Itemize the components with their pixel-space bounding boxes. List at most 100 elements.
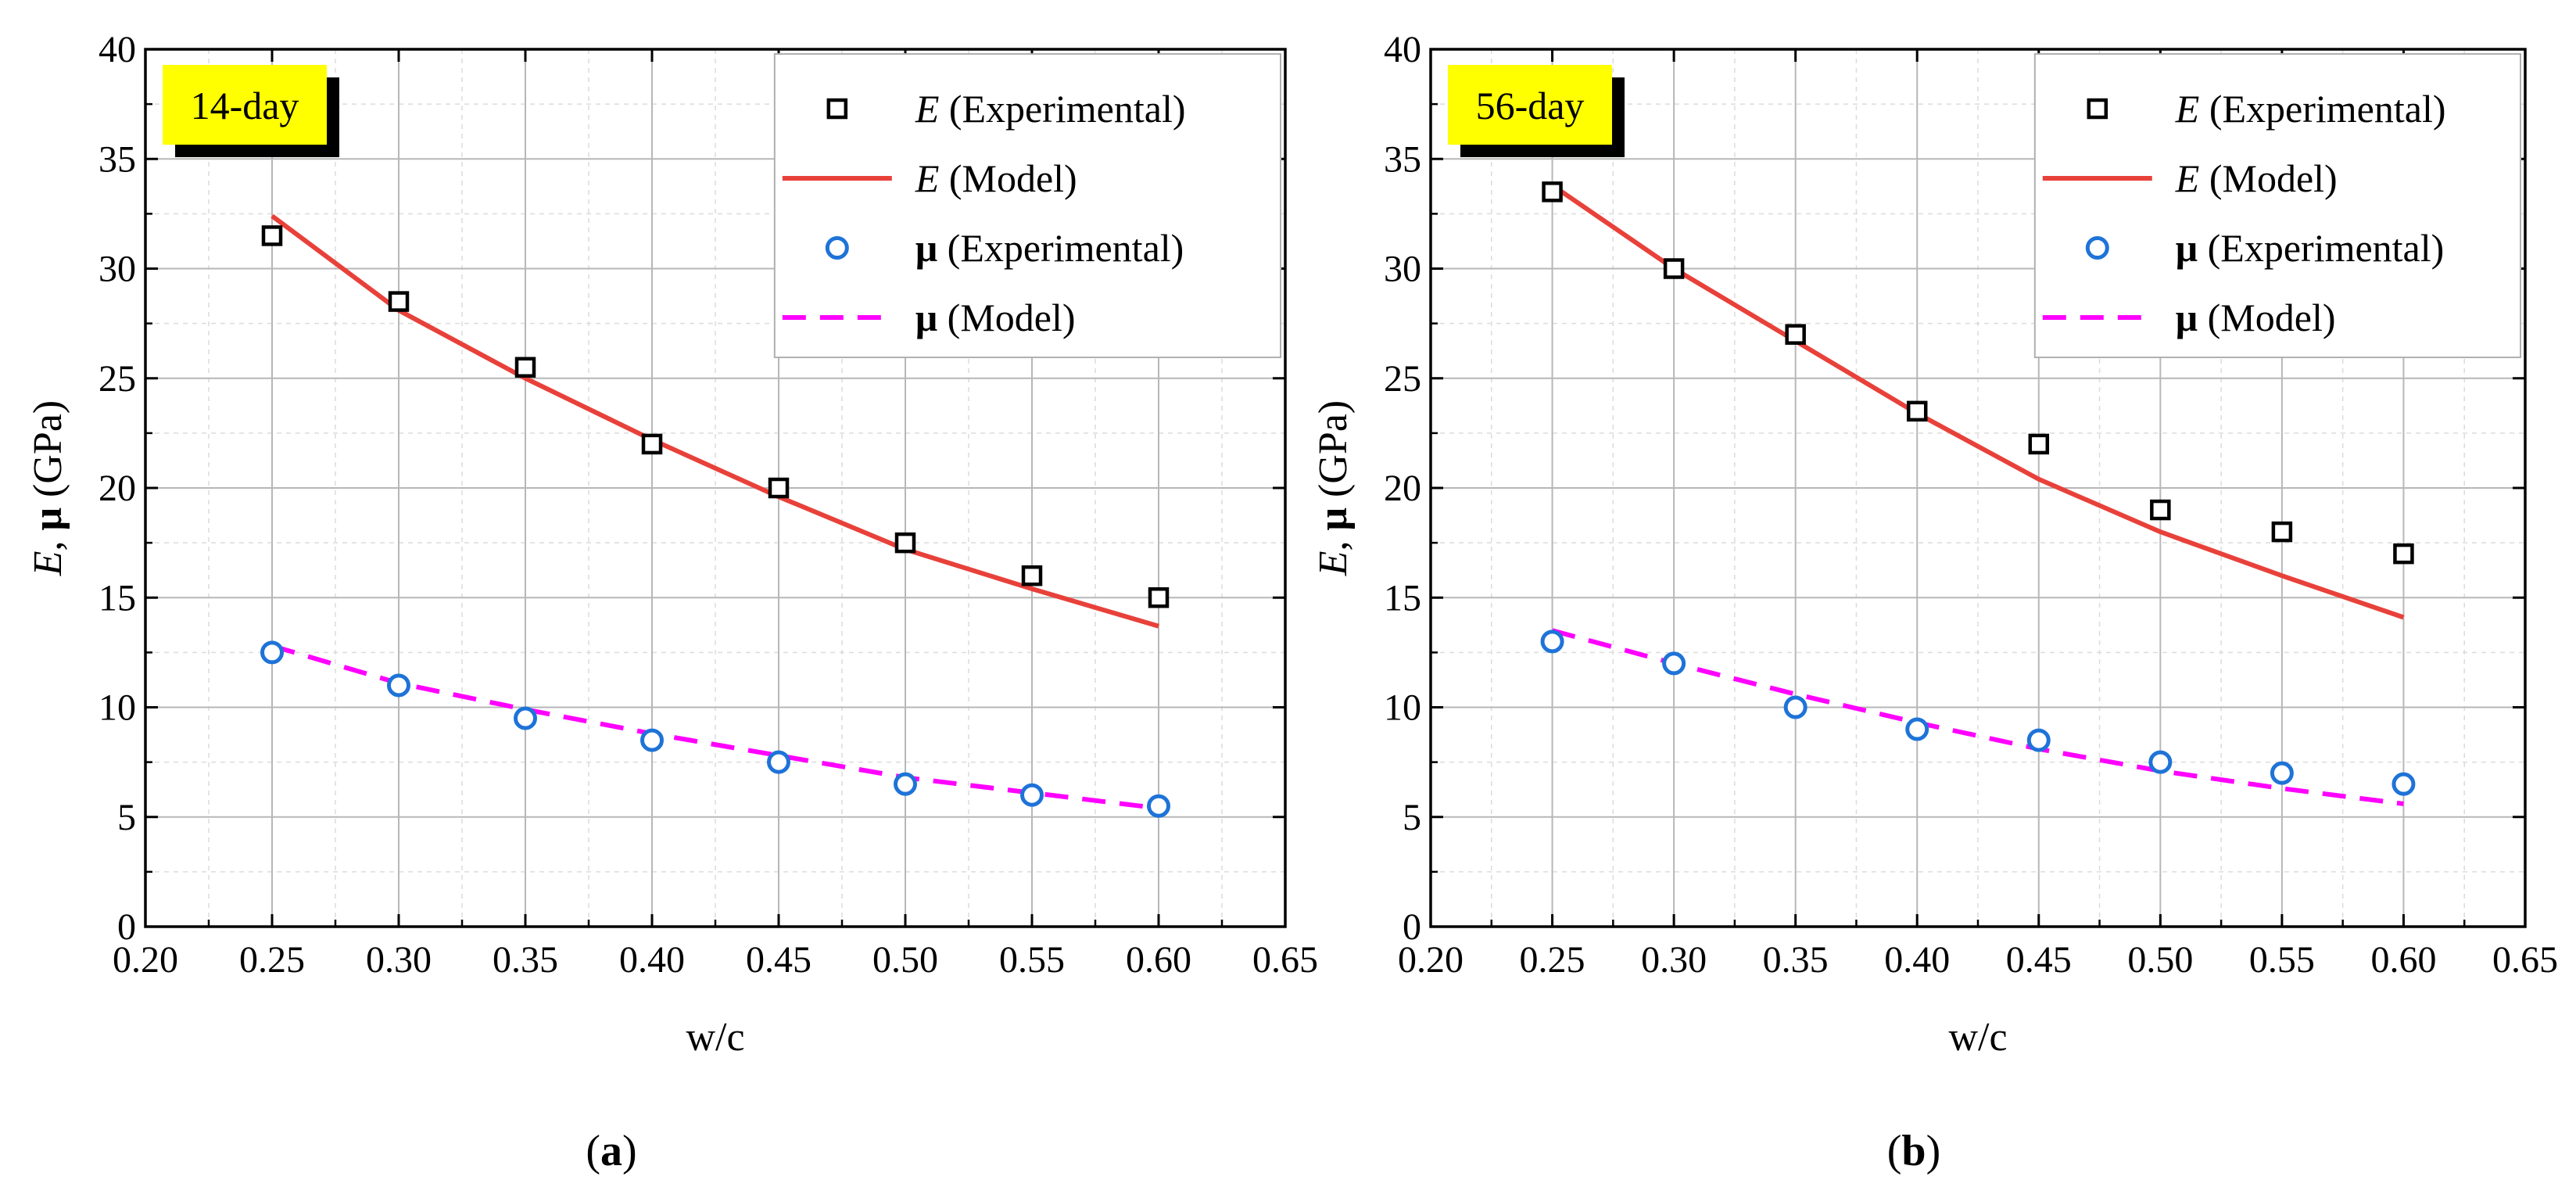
- data-point-E-experimental: [2271, 521, 2293, 543]
- legend-symbol: μ: [915, 226, 937, 270]
- series-line-mu-model: [1551, 628, 2404, 806]
- legend-suffix: (Model): [937, 296, 1075, 339]
- legend-suffix: (Experimental): [2198, 226, 2444, 270]
- legend-suffix: (Experimental): [939, 87, 1185, 131]
- data-point-mu-experimental: [767, 750, 790, 774]
- legend-label-E-experimental: E (Experimental): [915, 87, 1186, 131]
- data-point-E-experimental: [261, 225, 283, 246]
- x-tick-label: 0.55: [999, 939, 1065, 981]
- x-tick-label: 0.20: [1398, 939, 1464, 981]
- caption-close: ): [622, 1127, 637, 1175]
- y-axis-title-part: (GPa): [26, 400, 70, 508]
- data-point-E-experimental: [768, 477, 790, 499]
- y-axis-title-part: E: [26, 551, 70, 576]
- y-axis-title-part: ,: [26, 530, 70, 551]
- data-point-mu-experimental: [2148, 750, 2173, 774]
- x-tick-label: 0.55: [2249, 939, 2315, 981]
- x-tick-label: 0.60: [2370, 939, 2436, 981]
- data-point-mu-experimental: [2270, 761, 2294, 785]
- legend-suffix: (Experimental): [937, 226, 1184, 270]
- data-point-mu-experimental: [387, 673, 410, 698]
- y-axis-title-part: μ: [1311, 508, 1356, 530]
- data-point-E-experimental: [1542, 181, 1563, 203]
- x-tick-label: 0.25: [1520, 939, 1585, 981]
- x-tick-label: 0.65: [2492, 939, 2558, 981]
- y-tick-label: 10: [1384, 687, 1421, 729]
- legend-label-E-experimental: E (Experimental): [2175, 87, 2446, 131]
- legend-label-mu-model: μ (Model): [915, 296, 1076, 339]
- legend-marker-mu-experimental: [2085, 236, 2109, 260]
- data-point-E-experimental: [388, 291, 410, 312]
- y-tick-label: 10: [99, 687, 136, 729]
- y-axis-title-part: (GPa): [1311, 400, 1356, 508]
- y-tick-label: 40: [99, 29, 136, 70]
- y-tick-label: 25: [99, 358, 136, 400]
- period-badge-fill: [1448, 65, 1612, 145]
- y-tick-label: 30: [99, 249, 136, 290]
- x-tick-label: 0.25: [239, 939, 305, 981]
- data-point-mu-experimental: [260, 640, 284, 665]
- x-tick-label: 0.50: [2127, 939, 2193, 981]
- data-point-E-experimental: [1148, 587, 1170, 608]
- y-tick-label: 5: [117, 797, 136, 838]
- data-point-E-experimental: [514, 357, 536, 378]
- data-point-E-experimental: [894, 532, 916, 554]
- legend-symbol: E: [2175, 87, 2200, 131]
- legend-suffix: (Model): [939, 156, 1077, 200]
- x-tick-label: 0.30: [366, 939, 432, 981]
- legend-suffix: (Model): [2198, 296, 2335, 339]
- data-point-E-experimental: [641, 433, 663, 455]
- period-badge-label: 14-day: [191, 84, 299, 127]
- legend: E (Experimental)E (Model)μ (Experimental…: [2033, 53, 2522, 358]
- legend-label-mu-experimental: μ (Experimental): [2176, 226, 2445, 270]
- caption-close: ): [1926, 1127, 1941, 1175]
- y-axis-title: E, μ (GPa): [26, 400, 70, 576]
- caption-open: (: [1887, 1127, 1902, 1175]
- data-point-mu-experimental: [894, 772, 917, 796]
- period-badge-label: 56-day: [1476, 84, 1585, 127]
- x-axis-title: w/c: [686, 1015, 744, 1060]
- panel-caption: (b): [1887, 1127, 1940, 1175]
- legend-label-mu-experimental: μ (Experimental): [915, 226, 1184, 270]
- legend-symbol: E: [915, 156, 940, 200]
- legend-marker-mu-experimental: [825, 236, 849, 260]
- legend-box: [773, 53, 1281, 358]
- caption-letter: b: [1901, 1127, 1926, 1175]
- x-tick-label: 0.30: [1641, 939, 1707, 981]
- legend: E (Experimental)E (Model)μ (Experimental…: [773, 53, 1281, 358]
- data-point-E-experimental: [1021, 565, 1043, 586]
- legend-marker-E-experimental: [2087, 98, 2108, 120]
- x-tick-label: 0.40: [1884, 939, 1950, 981]
- x-tick-label: 0.35: [1763, 939, 1829, 981]
- data-point-E-experimental: [2028, 433, 2050, 455]
- legend-symbol: μ: [2176, 226, 2198, 270]
- data-point-E-experimental: [1906, 400, 1928, 422]
- y-tick-label: 20: [99, 468, 136, 509]
- legend-suffix: (Model): [2199, 156, 2337, 200]
- x-tick-label: 0.35: [493, 939, 558, 981]
- x-axis-title: w/c: [1948, 1015, 2007, 1060]
- y-tick-label: 35: [1384, 138, 1421, 180]
- y-axis-title-part: E: [1311, 551, 1356, 576]
- chart-panel-a: 0.20 0.25 0.30 0.35 0.40 0.45 0.50 0.55 0.60 0.65…: [26, 29, 1318, 1175]
- panel-caption: (a): [586, 1127, 636, 1175]
- caption-letter: a: [600, 1127, 622, 1175]
- series-line-E-model: [270, 213, 1159, 629]
- y-tick-label: 0: [1403, 906, 1421, 948]
- period-badge: 56-day: [1448, 65, 1625, 157]
- chart-panel-b: 0.20 0.25 0.30 0.35 0.40 0.45 0.50 0.55 0.60 0.65…: [1311, 29, 2558, 1175]
- data-point-mu-experimental: [1020, 783, 1044, 807]
- data-point-mu-experimental: [2391, 772, 2416, 796]
- x-tick-label: 0.45: [746, 939, 811, 981]
- legend-symbol: μ: [2176, 296, 2198, 339]
- y-tick-label: 25: [1384, 358, 1421, 400]
- period-badge-fill: [163, 65, 327, 145]
- data-layer: [1540, 181, 2416, 806]
- y-axis-title-part: ,: [1311, 530, 1356, 551]
- x-tick-label: 0.40: [619, 939, 685, 981]
- data-point-mu-experimental: [1540, 629, 1564, 654]
- legend-suffix: (Experimental): [2199, 87, 2445, 131]
- x-tick-label: 0.50: [872, 939, 938, 981]
- x-tick-label: 0.60: [1126, 939, 1191, 981]
- y-tick-label: 15: [1384, 577, 1421, 619]
